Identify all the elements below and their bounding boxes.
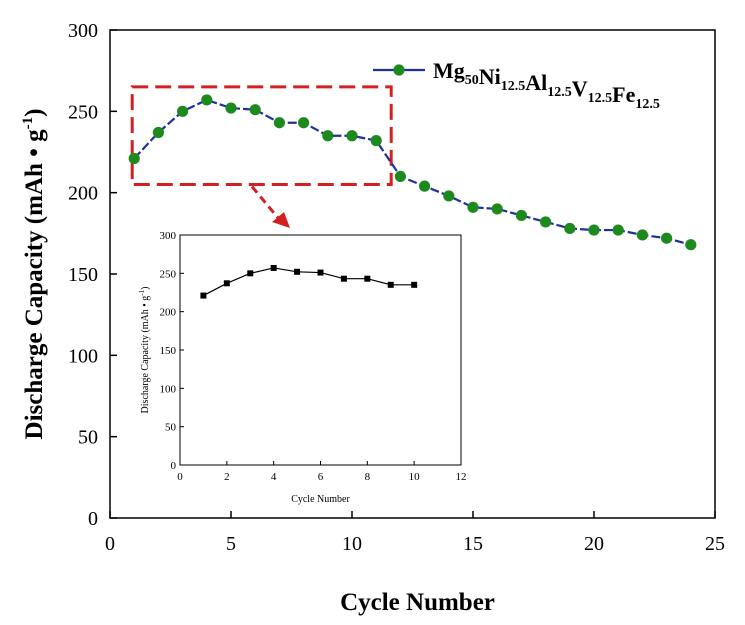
data-point (249, 104, 261, 116)
inset-data-point (294, 268, 301, 275)
inset-series-line (203, 267, 415, 297)
data-point (370, 135, 382, 147)
inset-data-point (223, 280, 230, 287)
x-tick-label: 0 (105, 533, 115, 555)
inset-y-tick-label: 200 (160, 307, 177, 319)
data-point (273, 117, 285, 129)
data-point (201, 94, 213, 106)
data-point (298, 117, 310, 129)
inset-data-point (387, 281, 394, 288)
data-point (322, 130, 334, 142)
inset-y-tick-label: 0 (171, 460, 177, 472)
inset-plot: 0 2 4 6 8 10 12 0 50 100 150 200 250 300 Cycle Number D… (138, 230, 467, 505)
y-tick-label: 250 (68, 101, 98, 123)
inset-y-tick-label: 100 (160, 383, 177, 395)
inset-data-point (364, 275, 371, 282)
data-point (685, 239, 697, 251)
x-tick-label: 15 (463, 533, 483, 555)
data-point (564, 222, 576, 235)
highlight-arrow-head (272, 212, 290, 228)
inset-x-tick-label: 0 (177, 471, 183, 483)
legend-marker (393, 64, 405, 76)
y-tick-label: 0 (88, 508, 98, 530)
inset-y-tick-label: 50 (165, 422, 177, 434)
inset-y-tick-label: 150 (160, 345, 177, 357)
inset-frame (179, 234, 462, 466)
y-axis-title: Discharge Capacity (mAh • g-1) (20, 109, 48, 440)
inset-x-tick-label: 6 (318, 471, 324, 483)
data-point (661, 232, 673, 244)
inset-data-point (411, 281, 418, 288)
x-tick-label: 20 (584, 533, 604, 555)
data-point (443, 190, 455, 202)
y-tick-label: 150 (68, 264, 98, 286)
inset-x-tick-label: 4 (271, 471, 277, 483)
inset-data-point (200, 292, 207, 299)
inset-x-axis-title: Cycle Number (291, 494, 350, 505)
highlight-box (130, 85, 393, 187)
inset-x-tick-label: 2 (224, 471, 230, 483)
data-point (152, 126, 164, 139)
data-point (346, 130, 358, 142)
highlight-arrow-line (250, 185, 281, 220)
x-axis-title: Cycle Number (340, 589, 495, 616)
data-point (540, 216, 552, 228)
inset-x-tick-label: 12 (456, 471, 467, 483)
data-point (491, 203, 503, 215)
data-point (467, 201, 479, 213)
data-point (515, 209, 528, 222)
data-point (394, 170, 406, 182)
inset-x-tick-label: 10 (409, 471, 421, 483)
data-point (419, 180, 431, 192)
data-point (612, 224, 624, 236)
y-tick-label: 200 (68, 183, 98, 205)
inset-y-axis-title: Discharge Capacity (mAh • g-1) (138, 287, 151, 414)
data-point (177, 105, 189, 117)
inset-data-point (247, 270, 254, 277)
inset-x-tick-label: 8 (365, 471, 371, 483)
data-point (636, 229, 649, 241)
inset-data-point (270, 264, 277, 271)
data-point (128, 152, 140, 165)
series-line (133, 98, 692, 246)
x-tick-label: 10 (342, 533, 362, 555)
inset-y-tick-label: 250 (160, 268, 177, 280)
inset-data-point (317, 269, 324, 276)
x-tick-label: 5 (226, 533, 236, 555)
y-tick-label: 50 (78, 427, 98, 449)
legend-label: Mg50Ni12.5Al12.5V12.5Fe12.5 (433, 58, 660, 112)
y-tick-label: 300 (68, 20, 98, 42)
data-point (588, 224, 600, 236)
inset-data-point (340, 275, 347, 282)
x-tick-label: 25 (705, 533, 725, 555)
y-tick-label: 100 (68, 345, 98, 367)
inset-y-tick-label: 300 (160, 230, 177, 242)
data-point (225, 102, 237, 114)
